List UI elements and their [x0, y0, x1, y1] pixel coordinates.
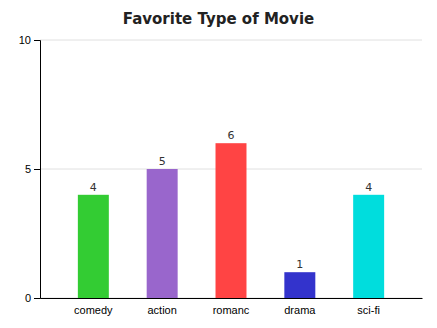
grid: [40, 40, 422, 298]
tick-label: 5: [25, 163, 31, 175]
axis-line: [34, 41, 41, 299]
tick-label: action: [147, 304, 176, 316]
bars: [78, 143, 384, 298]
tick-label: romanc: [213, 304, 250, 316]
tick: comedy: [74, 304, 113, 316]
bar: [284, 272, 315, 298]
axis-line: [41, 298, 423, 299]
data-label: 1: [296, 258, 303, 271]
tick: 5: [25, 163, 40, 175]
tick-mark: [34, 40, 40, 41]
tick: drama: [284, 304, 316, 316]
y-axis: 0 5 10: [19, 34, 41, 304]
data-label: 5: [159, 155, 166, 168]
x-axis: comedy action romanc drama sci-fi: [41, 299, 423, 316]
tick-label: sci-fi: [357, 304, 380, 316]
tick: 10: [19, 34, 40, 46]
tick-label: 10: [19, 34, 31, 46]
data-labels: 4 5 6 1 4: [90, 129, 372, 271]
tick-label: comedy: [74, 304, 113, 316]
chart: 0 5 10 comedy action romanc drama sci-fi 4 5 6 1 4 Fa…: [0, 0, 437, 328]
tick-label: 0: [25, 292, 31, 304]
plot: 0 5 10 comedy action romanc drama sci-fi 4 5 6 1 4: [19, 34, 423, 316]
tick: romanc: [213, 304, 250, 316]
bar: [147, 169, 178, 298]
bar: [353, 195, 384, 298]
tick: 0: [25, 292, 40, 304]
data-label: 4: [90, 181, 97, 194]
tick-label: drama: [284, 304, 316, 316]
title: Favorite Type of Movie: [123, 10, 314, 28]
bar: [216, 143, 247, 298]
tick-mark: [34, 169, 40, 170]
grid-line: [40, 40, 422, 41]
tick-mark: [34, 298, 40, 299]
data-label: 4: [365, 181, 372, 194]
tick: action: [147, 304, 176, 316]
data-label: 6: [228, 129, 235, 142]
tick: sci-fi: [357, 304, 380, 316]
bar: [78, 195, 109, 298]
